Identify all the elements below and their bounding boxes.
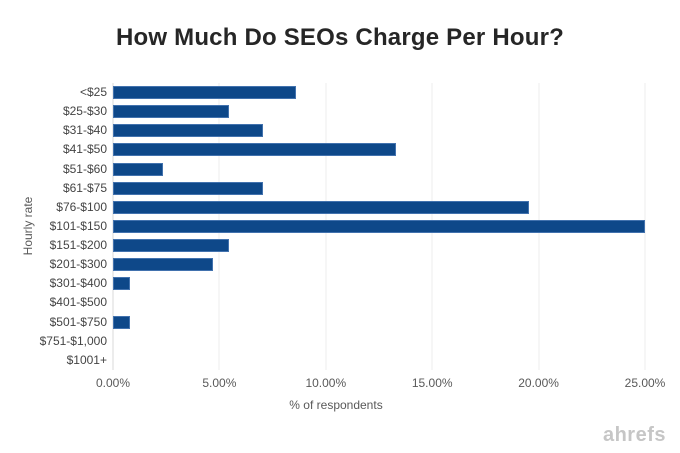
bar-row bbox=[113, 217, 645, 236]
y-tick-label: $751-$1,000 bbox=[39, 333, 107, 348]
y-tick-label: $1001+ bbox=[66, 352, 107, 367]
y-tick-label: $201-$300 bbox=[49, 257, 107, 272]
ahrefs-logo: ahrefs bbox=[602, 424, 666, 446]
bar bbox=[113, 239, 230, 253]
bar-row bbox=[113, 255, 645, 274]
bar bbox=[113, 219, 645, 233]
y-tick-label: $101-$150 bbox=[49, 218, 107, 233]
x-axis-title: % of respondents bbox=[289, 398, 383, 412]
x-tick-labels: 0.00% 5.00% 10.00% 15.00% 20.00% 25.00% bbox=[96, 376, 665, 392]
chart-title: How Much Do SEOs Charge Per Hour? bbox=[116, 24, 564, 51]
y-tick-label: $401-$500 bbox=[49, 295, 107, 310]
x-tick-label: 0.00% bbox=[95, 376, 131, 390]
bar-row bbox=[113, 83, 645, 102]
y-tick-label: $41-$50 bbox=[62, 142, 107, 157]
bar bbox=[113, 143, 396, 157]
bar-row bbox=[113, 121, 645, 140]
bar bbox=[113, 200, 529, 214]
y-tick-label: <$25 bbox=[79, 85, 107, 99]
bar bbox=[113, 277, 130, 291]
x-tick-label: 25.00% bbox=[624, 376, 666, 390]
bar-row bbox=[113, 179, 645, 198]
x-tick-label: 20.00% bbox=[518, 376, 559, 390]
bar-row bbox=[113, 160, 645, 179]
bar bbox=[113, 124, 263, 138]
x-tick-label: 15.00% bbox=[411, 376, 453, 390]
y-tick-label: $61-$75 bbox=[62, 180, 107, 195]
bar bbox=[113, 315, 130, 329]
bar-row bbox=[113, 236, 645, 255]
x-tick-label: 10.00% bbox=[305, 376, 347, 390]
bar bbox=[113, 86, 296, 99]
bar bbox=[113, 162, 163, 176]
y-tick-labels: <$25 $25-$30 $31-$40 $41-$50 $51-$60 $61-$75 $… bbox=[0, 83, 107, 370]
y-tick-label: $51-$60 bbox=[62, 161, 107, 176]
bar-row bbox=[113, 313, 645, 332]
bar-row bbox=[113, 198, 645, 217]
plot-area bbox=[112, 83, 646, 370]
y-tick-label: $301-$400 bbox=[49, 276, 107, 291]
bar-row bbox=[113, 140, 645, 159]
bar bbox=[113, 181, 263, 195]
y-tick-label: $25-$30 bbox=[62, 104, 107, 119]
bar-row bbox=[113, 332, 645, 351]
gridline bbox=[644, 83, 646, 370]
y-tick-label: $76-$100 bbox=[56, 199, 107, 214]
x-tick-label: 5.00% bbox=[202, 376, 237, 390]
y-tick-label: $31-$40 bbox=[62, 123, 107, 138]
bar-row bbox=[113, 274, 645, 293]
bar-row bbox=[113, 293, 645, 312]
bar-row bbox=[113, 351, 645, 370]
y-tick-label: $151-$200 bbox=[49, 238, 107, 253]
y-tick-label: $501-$750 bbox=[49, 314, 107, 329]
bar bbox=[113, 258, 213, 272]
bar bbox=[113, 105, 230, 119]
bar-row bbox=[113, 102, 645, 121]
